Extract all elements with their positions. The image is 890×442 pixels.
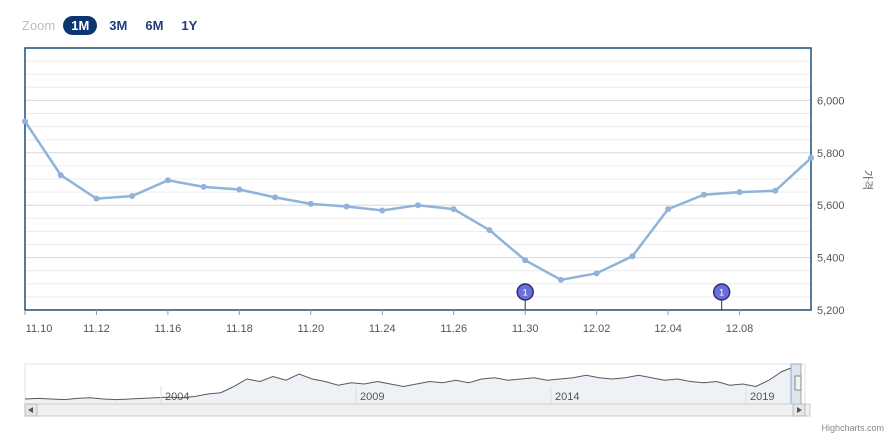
data-point[interactable] [808, 155, 814, 162]
data-point[interactable] [93, 195, 100, 202]
data-point[interactable] [522, 257, 529, 264]
flag-marker[interactable] [712, 283, 731, 301]
x-tick-label: 12.08 [726, 323, 754, 335]
navigator[interactable]: 2004 2009 2014 2019 [24, 363, 806, 405]
data-point[interactable] [343, 203, 350, 210]
y-tick-label: 6,000 [817, 95, 845, 107]
y-tick-label: 5,400 [817, 253, 845, 265]
data-point[interactable] [450, 206, 457, 213]
zoom-button-3m[interactable]: 3M [109, 17, 128, 33]
zoom-label: Zoom [22, 17, 56, 33]
data-point[interactable] [700, 191, 707, 198]
y-axis-title: 가격 [861, 170, 874, 190]
data-point[interactable] [236, 186, 243, 193]
navigator-year-label: 2009 [360, 391, 384, 403]
credits[interactable]: Highcharts.com [821, 423, 884, 433]
data-point[interactable] [200, 183, 207, 190]
navigator-handle [794, 375, 802, 391]
data-point[interactable] [129, 193, 136, 200]
range-selector: Zoom 1M 3M 6M 1Y [22, 14, 209, 36]
data-point[interactable] [415, 202, 421, 209]
arrow-left-icon [28, 407, 33, 413]
x-tick-label: 12.02 [583, 323, 611, 335]
plot-frame [24, 47, 812, 311]
scrollbar[interactable] [24, 403, 811, 417]
y-tick-label: 5,800 [817, 148, 845, 160]
x-tick-label: 11.10 [26, 323, 53, 335]
flag-label: 1 [719, 288, 724, 298]
data-point[interactable] [272, 194, 279, 201]
x-tick-label: 11.26 [440, 323, 467, 335]
data-point[interactable] [629, 253, 636, 260]
data-point[interactable] [593, 270, 600, 277]
price-series [22, 118, 814, 283]
scrollbar-track [24, 403, 811, 417]
navigator-line [24, 366, 796, 401]
data-point[interactable] [379, 207, 386, 214]
x-tick-label: 12.04 [654, 323, 682, 335]
flag-marker[interactable] [516, 283, 534, 301]
x-tick-label: 11.24 [369, 323, 396, 335]
data-point[interactable] [772, 187, 779, 194]
x-tick-label: 11.18 [226, 323, 253, 335]
x-tick-label: 11.30 [512, 323, 539, 335]
zoom-button-6m[interactable]: 6M [145, 17, 164, 33]
x-tick-label: 11.12 [83, 323, 110, 335]
data-point[interactable] [164, 177, 171, 184]
x-tick-label: 11.20 [297, 323, 324, 335]
data-point[interactable] [665, 206, 672, 213]
zoom-button-1m[interactable]: 1M [63, 15, 98, 35]
arrow-right-icon [797, 407, 802, 413]
series-line [23, 120, 812, 282]
x-tick-label: 11.16 [155, 323, 182, 335]
data-point[interactable] [557, 276, 564, 283]
y-axis: 5,200 5,400 5,600 5,800 6,000 [817, 95, 845, 317]
navigator-year-label: 2004 [165, 391, 189, 403]
navigator-year-label: 2019 [750, 391, 774, 403]
grid [25, 47, 811, 311]
zoom-button-1y[interactable]: 1Y [181, 17, 198, 33]
data-point[interactable] [307, 200, 314, 207]
data-point[interactable] [736, 189, 743, 196]
navigator-year-label: 2014 [555, 391, 579, 403]
x-axis: 11.10 11.12 11.16 11.18 11.20 11.24 11.26 11.30… [24, 310, 754, 335]
data-point[interactable] [22, 118, 28, 125]
y-tick-label: 5,200 [817, 305, 845, 317]
data-point[interactable] [486, 227, 493, 234]
y-tick-label: 5,600 [817, 200, 845, 212]
data-point[interactable] [57, 172, 64, 179]
flag-label: 1 [523, 288, 528, 298]
